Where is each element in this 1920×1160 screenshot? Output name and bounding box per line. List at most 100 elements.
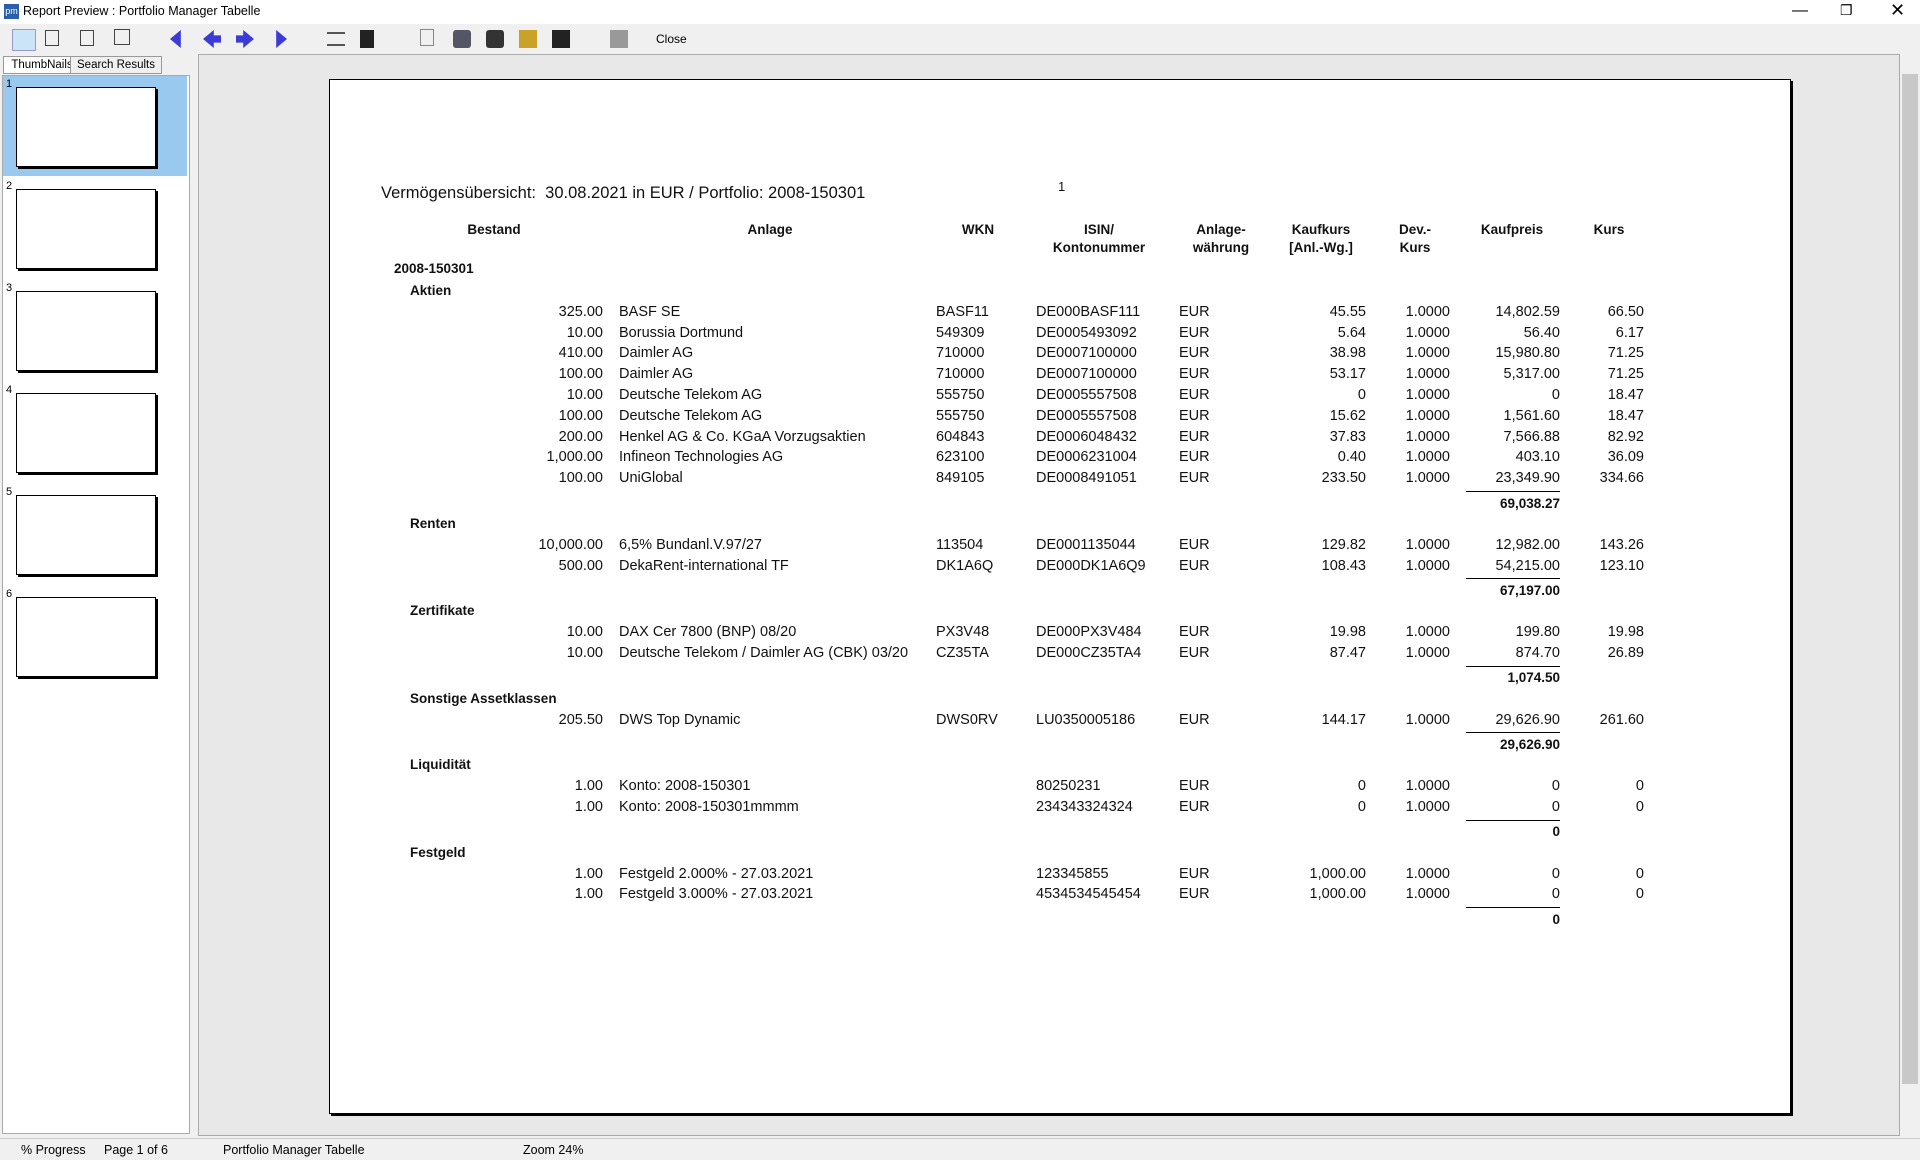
total-rule	[1466, 665, 1560, 667]
cell-kaufkurs: 53.17	[1329, 366, 1366, 383]
thumbnail-number[interactable]: 3	[6, 282, 13, 294]
restore-button[interactable]: ❐	[1840, 2, 1853, 18]
sidebar-tab[interactable]: Search Results	[70, 56, 162, 74]
column-header: ISIN/	[1083, 222, 1114, 237]
cell-kaufpreis: 14,802.59	[1495, 303, 1560, 320]
cell-wkn: DWS0RV	[936, 711, 998, 728]
single-page-button[interactable]	[12, 29, 36, 51]
cell-bestand: 1.00	[574, 865, 603, 882]
cell-kaufkurs: 37.83	[1329, 428, 1366, 445]
group-total: 1,074.50	[1507, 670, 1560, 686]
cell-waehrung: EUR	[1179, 624, 1210, 641]
cell-anlage: Daimler AG	[619, 366, 694, 383]
thumbnail-number[interactable]: 5	[6, 486, 13, 498]
cell-isin: DE000PX3V484	[1036, 624, 1142, 641]
scroll-thumb[interactable]	[1902, 74, 1918, 1084]
first-page-button[interactable]	[170, 30, 181, 48]
cell-kurs: 0	[1635, 886, 1644, 903]
cell-isin: DE0001135044	[1036, 536, 1136, 553]
cell-kaufkurs: 15.62	[1329, 407, 1366, 424]
thumbnail[interactable]	[16, 393, 156, 473]
search-button[interactable]	[360, 30, 374, 48]
two-page-button[interactable]	[45, 30, 59, 46]
page-width-button[interactable]	[80, 30, 94, 46]
cell-bestand: 1.00	[574, 799, 603, 815]
open-button[interactable]	[519, 30, 537, 48]
cell-anlage: Deutsche Telekom AG	[619, 387, 763, 403]
thumbnail-list: 1 2 3 4 5 6	[2, 75, 190, 1134]
cell-wkn: 555750	[936, 387, 985, 403]
thumbnail[interactable]	[16, 597, 156, 677]
last-page-button[interactable]	[276, 30, 287, 48]
cell-anlage: Infineon Technologies AG	[619, 449, 784, 466]
group-name: Aktien	[410, 283, 452, 298]
group-name: Festgeld	[410, 844, 466, 860]
cell-bestand: 410.00	[558, 345, 603, 362]
cell-anlage: UniGlobal	[619, 470, 683, 487]
cell-wkn: 549309	[936, 324, 985, 341]
cell-anlage: Festgeld 2.000% - 27.03.2021	[619, 865, 814, 882]
scrollbar[interactable]	[1900, 54, 1920, 1134]
cell-devkurs: 1.0000	[1405, 624, 1450, 641]
save-button[interactable]	[552, 30, 570, 48]
cell-kaufpreis: 12,982.00	[1495, 536, 1560, 553]
cell-bestand: 1,000.00	[546, 449, 603, 466]
app-icon: pm	[4, 4, 19, 19]
cell-bestand: 1.00	[574, 778, 603, 795]
minimize-button[interactable]: —	[1792, 2, 1808, 19]
cell-kaufkurs: 38.98	[1329, 345, 1366, 362]
cell-devkurs: 1.0000	[1405, 303, 1450, 320]
total-rule	[1466, 819, 1560, 821]
group-total: 69,038.27	[1499, 495, 1560, 511]
page-number: 1	[1058, 179, 1066, 194]
column-header: WKN	[961, 222, 995, 237]
goto-page-button[interactable]	[327, 32, 345, 46]
cell-waehrung: EUR	[1179, 799, 1210, 815]
cell-kaufpreis: 29,626.90	[1495, 711, 1560, 728]
cell-isin: DE0007100000	[1036, 366, 1137, 383]
cell-waehrung: EUR	[1179, 366, 1210, 383]
print-button[interactable]	[486, 30, 504, 48]
cell-kaufpreis: 15,980.80	[1495, 345, 1560, 362]
export-button[interactable]	[610, 30, 628, 48]
cell-devkurs: 1.0000	[1405, 778, 1450, 795]
cell-bestand: 500.00	[558, 557, 603, 574]
thumbnail-number[interactable]: 4	[6, 384, 13, 396]
cell-waehrung: EUR	[1179, 645, 1210, 661]
thumbnail-number[interactable]: 6	[6, 588, 13, 600]
previous-page-button[interactable]	[203, 30, 221, 48]
thumbnail-number[interactable]: 2	[6, 180, 13, 192]
cell-devkurs: 1.0000	[1405, 711, 1450, 728]
cell-isin: DE000CZ35TA4	[1036, 645, 1142, 661]
total-rule	[1466, 491, 1560, 492]
next-page-button[interactable]	[236, 30, 254, 48]
thumbnail[interactable]	[16, 291, 156, 371]
cell-kaufkurs: 1,000.00	[1309, 865, 1366, 882]
cell-devkurs: 1.0000	[1405, 470, 1450, 487]
cell-wkn: PX3V48	[936, 624, 990, 641]
print-setup-button[interactable]	[453, 30, 471, 48]
cell-isin: DE000BASF111	[1036, 303, 1141, 320]
thumbnail[interactable]	[16, 189, 156, 269]
multi-page-button[interactable]	[114, 29, 130, 45]
cell-kaufpreis: 874.70	[1515, 645, 1560, 661]
cell-kaufpreis: 54,215.00	[1495, 557, 1560, 574]
thumbnail-number[interactable]: 1	[6, 78, 13, 90]
close-button[interactable]: Close	[656, 32, 687, 46]
group-total: 29,626.90	[1499, 736, 1560, 752]
cell-devkurs: 1.0000	[1405, 345, 1450, 362]
cell-kaufpreis: 0	[1551, 886, 1560, 903]
thumbnail[interactable]	[16, 87, 156, 167]
thumbnail[interactable]	[16, 495, 156, 575]
copy-button[interactable]	[420, 29, 434, 46]
cell-isin: DE0006048432	[1036, 428, 1137, 445]
cell-waehrung: EUR	[1179, 428, 1210, 445]
cell-anlage: BASF SE	[619, 303, 681, 320]
close-window-button[interactable]: ✕	[1890, 0, 1906, 20]
cell-bestand: 325.00	[558, 303, 603, 320]
cell-bestand: 1.00	[574, 886, 603, 903]
cell-kurs: 0	[1635, 799, 1644, 815]
cell-anlage: Deutsche Telekom / Daimler AG (CBK) 03/2…	[619, 645, 909, 661]
